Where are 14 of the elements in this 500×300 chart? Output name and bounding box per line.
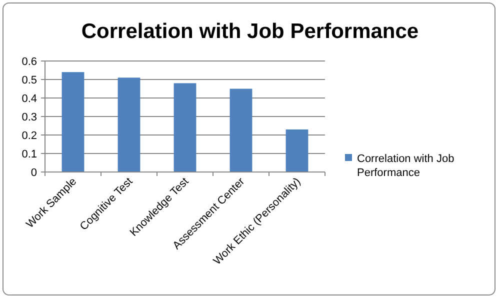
bar (118, 78, 140, 172)
y-tick-label: 0.6 (22, 56, 37, 68)
bar (286, 129, 308, 172)
bar (62, 72, 84, 172)
bar (174, 83, 196, 172)
chart-title: Correlation with Job Performance (81, 20, 419, 43)
y-tick-label: 0.3 (22, 111, 37, 124)
y-tick-label: 0.2 (22, 130, 37, 142)
y-tick-label: 0.1 (22, 148, 37, 160)
y-tick-label: 0.5 (22, 74, 37, 86)
bar (230, 88, 252, 172)
y-tick-label: 0 (30, 166, 37, 179)
y-tick-label: 0.4 (22, 92, 37, 105)
legend-label: Correlation with Job Performance (357, 152, 454, 180)
